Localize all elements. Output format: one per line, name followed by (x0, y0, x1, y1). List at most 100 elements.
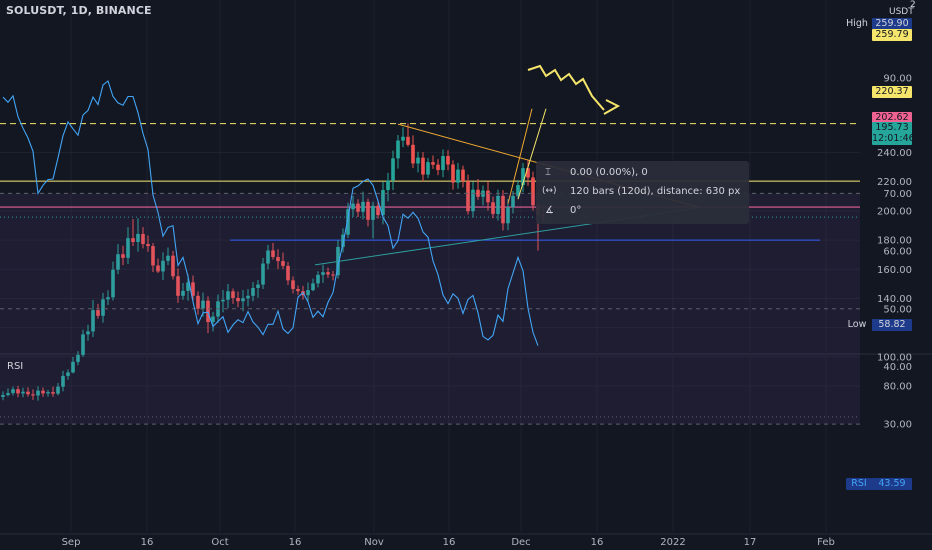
rsi-tick-label: 90.00 (883, 74, 912, 85)
candle-body (391, 158, 395, 181)
currency-label[interactable]: USDT (889, 7, 914, 17)
price-tick-label: 240.00 (877, 148, 912, 159)
rsi-tick-label: 50.00 (883, 304, 912, 315)
time-tick-label: Sep (62, 537, 81, 548)
candle-body (421, 157, 425, 175)
candle-body (266, 250, 270, 264)
candle-body (316, 274, 320, 284)
candle-body (276, 257, 280, 262)
price-tick-label: 180.00 (877, 236, 912, 247)
price-tick-label: 220.00 (877, 177, 912, 188)
rsi-layer (0, 80, 860, 425)
current-price-tag: 195.73 (872, 122, 912, 134)
candle-body (261, 263, 265, 285)
high-label: High (846, 18, 868, 29)
candle-body (86, 331, 90, 335)
candle-body (356, 203, 360, 212)
level-220-tag: 220.37 (872, 86, 912, 98)
candle-body (186, 282, 190, 291)
candle-body (311, 283, 315, 291)
rsi-series-line (2, 80, 539, 346)
axis-layer: 80.00100.00120.00140.00160.00180.00200.0… (62, 74, 912, 548)
time-tick-label: 16 (591, 537, 604, 548)
candle-body (201, 300, 205, 309)
price-tick-label: 100.00 (877, 352, 912, 363)
candle-body (246, 295, 250, 299)
bars-range-icon: (↔) (542, 186, 557, 196)
candle-body (486, 190, 490, 203)
channel-line-a (507, 108, 533, 204)
rsi-tick-label: 60.00 (883, 247, 912, 258)
candle-body (386, 180, 390, 191)
candle-body (111, 269, 115, 298)
high-price-tag: 259.90 (872, 18, 912, 30)
candle-body (251, 287, 255, 296)
candle-body (76, 354, 80, 362)
projection-arrow-path (527, 64, 605, 111)
candle-body (151, 246, 155, 266)
grid-layer (0, 0, 932, 535)
candle-body (121, 254, 125, 258)
candle-body (296, 288, 300, 292)
low-price-tag: 58.82 (872, 319, 912, 331)
candle-body (241, 298, 245, 302)
candle-body (26, 391, 30, 395)
candle-body (431, 162, 435, 165)
candle-body (441, 156, 445, 171)
candle-body (376, 205, 380, 216)
rsi-panel-label[interactable]: RSI (7, 361, 24, 372)
candle-body (531, 177, 535, 206)
candle-body (416, 157, 420, 164)
candle-body (166, 255, 170, 261)
rsi-tick-label: 30.00 (883, 420, 912, 431)
time-tick-label: Feb (817, 537, 835, 548)
candle-body (461, 169, 465, 182)
candle-body (281, 261, 285, 266)
candle-body (56, 386, 60, 394)
candle-body (426, 162, 430, 175)
candle-body (41, 390, 45, 394)
candle-body (286, 265, 290, 281)
candle-body (466, 181, 470, 212)
price-tick-label: 200.00 (877, 206, 912, 217)
time-tick-label: Dec (511, 537, 530, 548)
time-tick-label: 16 (443, 537, 456, 548)
candle-body (171, 255, 175, 277)
candle-body (471, 189, 475, 212)
candle-body (181, 290, 185, 296)
candle-body (491, 202, 495, 214)
candle-body (326, 272, 330, 275)
level-202-tag: 202.62 (872, 112, 912, 124)
tooltip-line-2: 120 bars (120d), distance: 630 px (570, 186, 741, 197)
candle-body (36, 390, 40, 396)
rsi-tick-label: 40.00 (883, 362, 912, 373)
candle-body (66, 372, 70, 376)
range-icon: ⌶ (545, 167, 551, 178)
candle-body (236, 298, 240, 302)
time-tick-label: Oct (211, 537, 228, 548)
time-tick-label: 17 (744, 537, 757, 548)
time-tick-label: Nov (364, 537, 384, 548)
rsi-name-tag: RSI (846, 478, 872, 490)
candle-body (81, 334, 85, 355)
level-259-tag: 259.79 (872, 29, 912, 41)
candle-body (256, 284, 260, 288)
candle-body (521, 168, 525, 186)
symbol-title[interactable]: SOLUSDT, 1D, BINANCE (6, 4, 152, 17)
time-tick-label: 16 (289, 537, 302, 548)
projection-arrow-head (603, 99, 621, 115)
measure-tooltip: ⌶ 0.00 (0.00%), 0 (↔) 120 bars (120d), d… (536, 161, 749, 224)
candle-body (6, 393, 10, 396)
candle-body (221, 299, 225, 302)
candle-body (51, 392, 55, 394)
candle-body (366, 201, 370, 220)
candle-body (516, 185, 520, 196)
candle-body (46, 392, 50, 394)
bar-countdown-tag: 12:01:46 (872, 133, 915, 145)
angle-icon: ∡ (545, 205, 554, 216)
price-tick-label: 160.00 (877, 265, 912, 276)
candle-body (196, 295, 200, 309)
candle-body (456, 169, 460, 183)
tooltip-line-1: 0.00 (0.00%), 0 (570, 167, 648, 178)
